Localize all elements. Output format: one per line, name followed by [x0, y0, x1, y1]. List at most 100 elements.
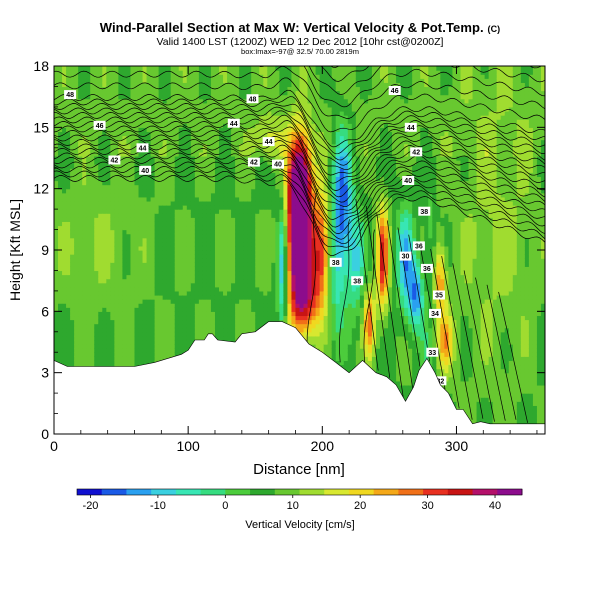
heat-cell [74, 192, 79, 198]
heat-cell [106, 217, 111, 222]
heat-cell [118, 102, 124, 108]
heat-cell [146, 258, 152, 263]
heat-cell [94, 327, 99, 333]
heat-cell [98, 168, 103, 173]
heat-cell [170, 237, 176, 243]
heat-cell [259, 180, 264, 186]
heat-cell [243, 82, 248, 88]
heat-cell [126, 270, 132, 276]
heat-cell [98, 213, 103, 218]
heat-cell [62, 135, 67, 141]
heat-cell [62, 184, 67, 190]
heat-cell [202, 139, 208, 145]
heat-cell [178, 327, 184, 333]
heat-cell [122, 127, 128, 133]
heat-cell [98, 172, 103, 177]
heat-cell [94, 115, 99, 120]
heat-cell [235, 290, 240, 296]
heat-cell [194, 70, 200, 75]
heat-cell [138, 135, 144, 141]
heat-cell [154, 143, 160, 149]
heat-cell [114, 131, 119, 137]
heat-cell [106, 119, 111, 124]
heat-cell [162, 250, 168, 255]
heat-cell [178, 205, 184, 210]
heat-cell [182, 315, 188, 321]
heat-cell [142, 78, 148, 83]
heat-cell [243, 66, 248, 71]
heat-cell [74, 209, 79, 214]
heat-cell [219, 258, 224, 263]
heat-cell [114, 66, 119, 71]
heat-cell [243, 278, 248, 284]
heat-cell [66, 286, 71, 292]
heat-cell [194, 307, 200, 312]
heat-cell [178, 131, 184, 137]
heat-cell [102, 213, 107, 218]
heat-cell [223, 98, 228, 104]
heat-cell [134, 110, 140, 116]
heat-cell [255, 282, 260, 288]
heat-cell [78, 102, 83, 108]
heat-cell [142, 123, 148, 128]
heat-cell [138, 86, 144, 92]
heat-cell [198, 209, 204, 214]
heat-cell [106, 82, 111, 88]
heat-cell [66, 352, 71, 357]
heat-cell [202, 184, 208, 190]
heat-cell [122, 315, 128, 321]
heat-cell [239, 110, 244, 116]
heat-cell [142, 254, 148, 259]
heat-cell [126, 90, 132, 96]
heat-cell [247, 229, 252, 235]
heat-cell [170, 200, 176, 206]
heat-cell [134, 303, 140, 308]
heat-cell [86, 245, 91, 251]
heat-cell [186, 299, 192, 304]
heat-cell [219, 168, 224, 173]
heat-cell [134, 196, 140, 202]
heat-cell [154, 102, 160, 108]
heat-cell [198, 331, 204, 337]
heat-cell [126, 200, 132, 206]
heat-cell [150, 66, 156, 71]
heat-cell [231, 209, 236, 214]
heat-cell [86, 315, 91, 321]
heat-cell [271, 250, 276, 255]
heat-cell [94, 217, 99, 222]
heat-cell [267, 213, 272, 218]
heat-cell [186, 274, 192, 280]
heat-cell [219, 82, 224, 88]
heat-cell [194, 102, 200, 108]
heat-cell [78, 344, 83, 349]
heat-cell [210, 299, 216, 304]
heat-cell [243, 233, 248, 239]
heat-cell [106, 200, 111, 206]
heat-cell [114, 135, 119, 141]
heat-cell [126, 286, 132, 292]
heat-cell [154, 200, 160, 206]
heat-cell [142, 356, 148, 361]
heat-cell [62, 127, 67, 133]
heat-cell [259, 319, 264, 325]
heat-cell [150, 290, 156, 296]
heat-cell [267, 196, 272, 202]
heat-cell [202, 237, 208, 243]
heat-cell [110, 82, 115, 88]
heat-cell [110, 352, 115, 357]
heat-cell [263, 278, 268, 284]
heat-cell [78, 303, 83, 308]
heat-cell [206, 139, 212, 145]
heat-cell [206, 98, 212, 104]
heat-cell [70, 180, 75, 186]
heat-cell [227, 184, 232, 190]
heat-cell [247, 66, 252, 71]
heat-cell [142, 188, 148, 194]
heat-cell [54, 196, 59, 202]
heat-cell [94, 307, 99, 312]
heat-cell [70, 66, 75, 71]
heat-cell [74, 356, 79, 361]
heat-cell [178, 233, 184, 239]
heat-cell [154, 139, 160, 145]
heat-cell [98, 245, 103, 251]
